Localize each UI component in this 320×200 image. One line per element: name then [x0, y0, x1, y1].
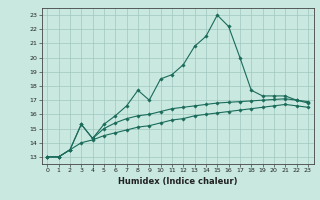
X-axis label: Humidex (Indice chaleur): Humidex (Indice chaleur) — [118, 177, 237, 186]
